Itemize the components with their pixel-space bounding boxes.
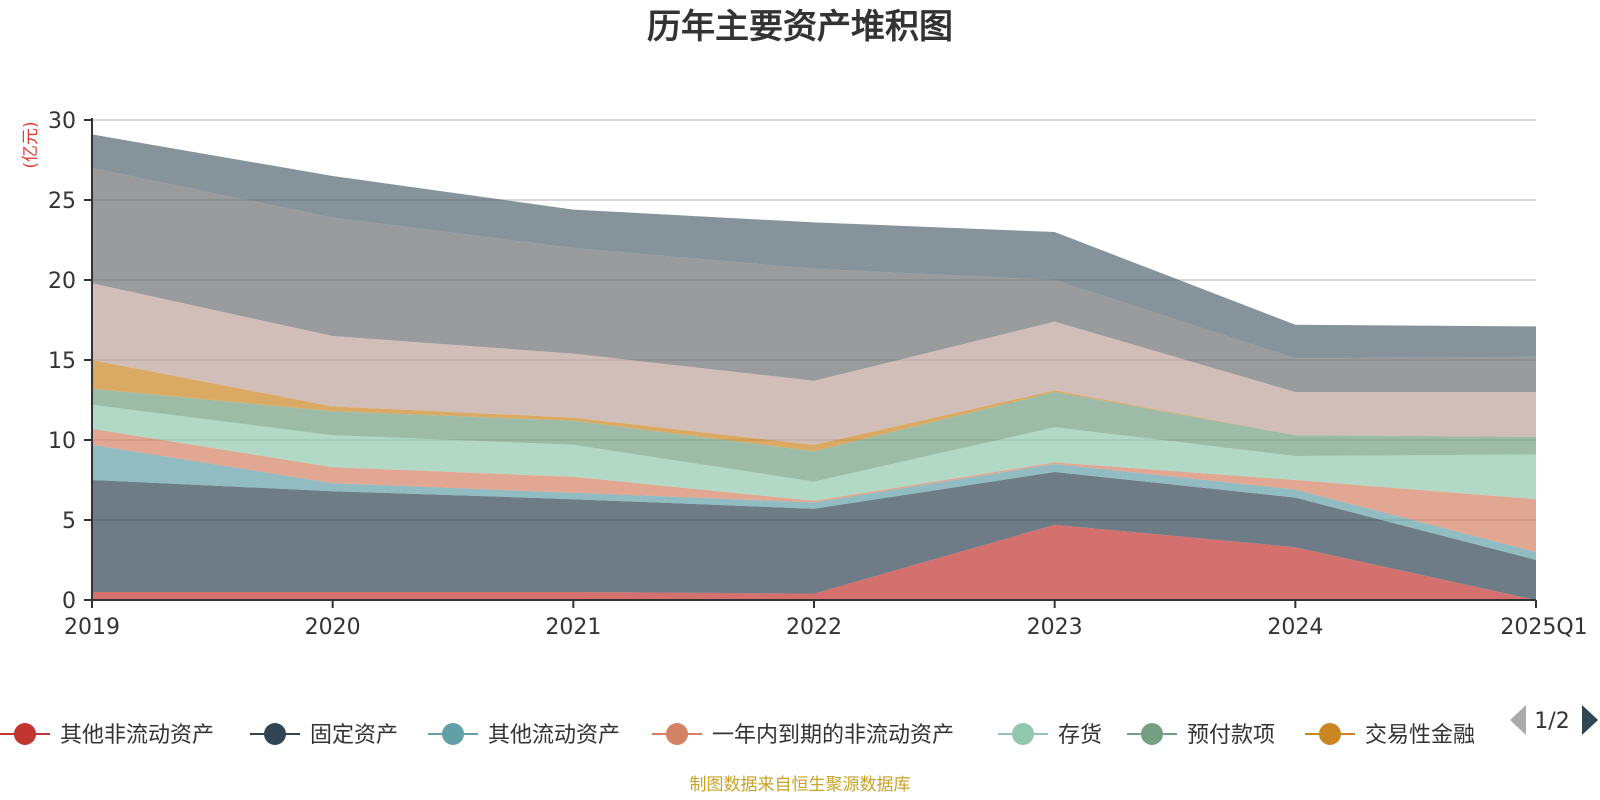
y-tick-label: 25: [48, 189, 76, 214]
legend-item[interactable]: 其他非流动资产: [0, 723, 214, 748]
area-series-7: [92, 283, 1536, 445]
legend-pager: 1/2: [1510, 705, 1598, 735]
legend-marker: [1319, 723, 1341, 745]
legend-label: 交易性金融: [1365, 723, 1475, 748]
x-tick-label: 2021: [545, 615, 601, 640]
legend-label: 其他非流动资产: [60, 723, 214, 748]
legend-marker: [1141, 723, 1163, 745]
y-tick-label: 10: [48, 429, 76, 454]
area-series-9: [92, 134, 1536, 359]
x-tick-label: 2025Q1: [1500, 615, 1587, 640]
legend-marker: [1012, 723, 1034, 745]
x-tick-label: 2023: [1027, 615, 1083, 640]
area-series-5: [92, 388, 1536, 482]
area-series-8: [92, 168, 1536, 392]
legend-label: 其他流动资产: [488, 723, 620, 748]
legend-page-indicator: 1/2: [1534, 709, 1569, 734]
legend-item[interactable]: 存货: [998, 723, 1102, 748]
legend-marker: [666, 723, 688, 745]
y-axis-unit: (亿元): [21, 121, 41, 168]
x-tick-labels: 2019 2020 2021 2022 2023 2024 2025Q1: [64, 615, 1588, 640]
legend-item[interactable]: 固定资产: [250, 723, 398, 748]
y-tick-labels: 0 5 10 15 20 25 30: [48, 109, 76, 614]
area-series-0: [92, 524, 1536, 600]
legend-label: 存货: [1058, 723, 1102, 748]
legend-marker: [14, 723, 36, 745]
legend-label: 一年内到期的非流动资产: [712, 723, 954, 748]
legend: 其他非流动资产 固定资产 其他流动资产 一年内到期的非流动资产 存货 预付款项 交易性金融: [0, 723, 1475, 748]
x-tick-label: 2022: [786, 615, 842, 640]
y-tick-label: 0: [62, 589, 76, 614]
legend-marker: [264, 723, 286, 745]
legend-item[interactable]: 预付款项: [1127, 723, 1275, 748]
area-series: [92, 134, 1536, 600]
y-tick-label: 15: [48, 349, 76, 374]
legend-item[interactable]: 一年内到期的非流动资产: [652, 723, 954, 748]
legend-item[interactable]: 交易性金融: [1305, 723, 1475, 748]
area-series-4: [92, 404, 1536, 501]
triangle-right-icon[interactable]: [1582, 705, 1598, 735]
x-tick-label: 2020: [305, 615, 361, 640]
x-tick-label: 2019: [64, 615, 120, 640]
y-tick-label: 30: [48, 109, 76, 134]
axes: [84, 118, 1537, 608]
y-tick-label: 20: [48, 269, 76, 294]
x-tick-label: 2024: [1267, 615, 1323, 640]
legend-marker: [442, 723, 464, 745]
legend-item[interactable]: 其他流动资产: [428, 723, 620, 748]
data-source: 制图数据来自恒生聚源数据库: [690, 775, 911, 795]
legend-label: 预付款项: [1187, 723, 1275, 748]
chart-title: 历年主要资产堆积图: [647, 7, 953, 47]
y-tick-label: 5: [62, 509, 76, 534]
triangle-left-icon[interactable]: [1510, 705, 1526, 735]
legend-label: 固定资产: [310, 723, 398, 748]
area-series-1: [92, 472, 1536, 600]
